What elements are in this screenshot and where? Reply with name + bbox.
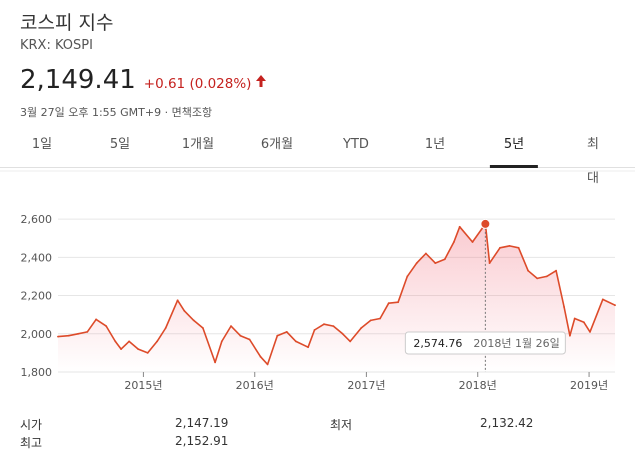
x-tick-label: 2017년 xyxy=(347,379,385,392)
series-point xyxy=(332,325,335,327)
tab-6[interactable]: 5년 xyxy=(489,128,539,168)
series-point xyxy=(192,319,195,322)
series-point xyxy=(239,334,242,337)
y-tick-label: 2,400 xyxy=(21,251,53,264)
stat-value: 2,132.42 xyxy=(480,416,534,430)
series-point xyxy=(67,334,70,337)
series-point xyxy=(307,346,309,349)
series-point xyxy=(105,325,108,327)
y-tick-label: 2,600 xyxy=(21,213,53,226)
series-point xyxy=(397,301,399,304)
series-point xyxy=(86,331,89,333)
x-tick-label: 2015년 xyxy=(124,379,162,392)
series-point xyxy=(443,258,446,261)
series-point xyxy=(387,302,390,305)
series-point xyxy=(471,241,474,243)
stat-value: 2,147.19 xyxy=(175,416,229,430)
x-tick-label: 2019년 xyxy=(570,379,608,392)
tab-5[interactable]: 1년 xyxy=(424,137,446,152)
series-point xyxy=(406,275,409,278)
series-point xyxy=(360,327,363,329)
y-tick-label: 2,200 xyxy=(21,290,53,303)
series-point xyxy=(128,340,131,343)
tab-1[interactable]: 5일 xyxy=(109,137,131,152)
series-point xyxy=(137,348,140,350)
series-point xyxy=(434,262,437,264)
series-point xyxy=(555,269,557,272)
series-point xyxy=(259,355,262,358)
series-point xyxy=(601,298,604,301)
series-point xyxy=(453,241,455,243)
series-point xyxy=(120,348,122,350)
range-tabs: 1일 5일 1개월 6개월 YTD 1년 5년 최대 xyxy=(0,128,635,186)
series-point xyxy=(266,363,269,366)
series-point xyxy=(323,323,325,326)
series-point xyxy=(369,319,372,322)
tab-0[interactable]: 1일 xyxy=(31,137,53,152)
series-point xyxy=(285,331,288,333)
series-point xyxy=(508,245,511,247)
price-change: +0.61 (0.028%) xyxy=(143,76,252,92)
series-point xyxy=(517,246,520,249)
stat-label: 최고 xyxy=(20,436,43,450)
series-point xyxy=(313,329,316,331)
series-point xyxy=(183,309,186,312)
series-point xyxy=(230,325,232,327)
series-point xyxy=(458,225,461,228)
timestamp-disclaimer[interactable]: 3월 27일 오후 1:55 GMT+9 · 면책조항 xyxy=(20,106,213,119)
series-point xyxy=(248,338,251,341)
series-point xyxy=(341,332,344,335)
price-chart[interactable]: 2,600 2,400 2,200 2,000 1,800 2015년 2016년 2017년… xyxy=(0,170,635,400)
series-point xyxy=(563,306,565,308)
series-point xyxy=(202,327,204,329)
series-point xyxy=(114,340,117,343)
tooltip-value: 2,574.76 xyxy=(413,337,462,350)
highlight-marker xyxy=(480,218,491,229)
series-point xyxy=(176,299,179,302)
arrow-up-icon xyxy=(256,75,267,87)
series-point xyxy=(614,304,616,307)
series-point xyxy=(214,361,217,364)
series-point xyxy=(295,340,297,343)
series-point xyxy=(379,317,381,320)
series-point xyxy=(545,275,548,278)
series-point xyxy=(57,335,59,338)
series-point xyxy=(415,262,418,264)
series-point xyxy=(527,269,529,272)
series-point xyxy=(276,334,279,337)
series-point xyxy=(349,340,352,343)
y-tick-label: 2,000 xyxy=(21,328,53,341)
series-point xyxy=(95,318,97,321)
tab-7[interactable]: 최대 xyxy=(587,137,599,186)
series-point xyxy=(220,340,223,343)
series-point xyxy=(569,334,571,337)
series-point xyxy=(583,321,585,324)
series-point xyxy=(146,352,149,354)
stat-value: 2,152.91 xyxy=(175,434,229,448)
series-point xyxy=(77,332,79,335)
tab-2[interactable]: 1개월 xyxy=(181,137,215,152)
series-point xyxy=(164,327,167,329)
series-point xyxy=(589,331,591,333)
current-price: 2,149.41 xyxy=(20,65,136,95)
tab-4[interactable]: YTD xyxy=(343,137,369,152)
series-point xyxy=(573,317,576,320)
x-tick-label: 2016년 xyxy=(236,379,274,392)
tab-3[interactable]: 6개월 xyxy=(260,137,294,152)
tooltip-date: 2018년 1월 26일 xyxy=(473,336,559,350)
ticker-symbol: KRX: KOSPI xyxy=(20,38,93,53)
price-row: 2,149.41 +0.61 (0.028%) xyxy=(20,65,267,95)
series-point xyxy=(499,246,501,249)
series-point xyxy=(536,277,539,280)
series-point xyxy=(488,262,491,264)
x-tick-label: 2018년 xyxy=(459,379,497,392)
stat-label: 최저 xyxy=(330,418,353,432)
page-title: 코스피 지수 xyxy=(20,12,114,34)
series-point xyxy=(156,340,159,343)
y-tick-label: 1,800 xyxy=(21,366,53,379)
tooltip-box xyxy=(404,331,566,355)
stat-label: 시가 xyxy=(20,418,43,432)
series-point xyxy=(425,252,427,255)
series-line xyxy=(57,223,616,366)
